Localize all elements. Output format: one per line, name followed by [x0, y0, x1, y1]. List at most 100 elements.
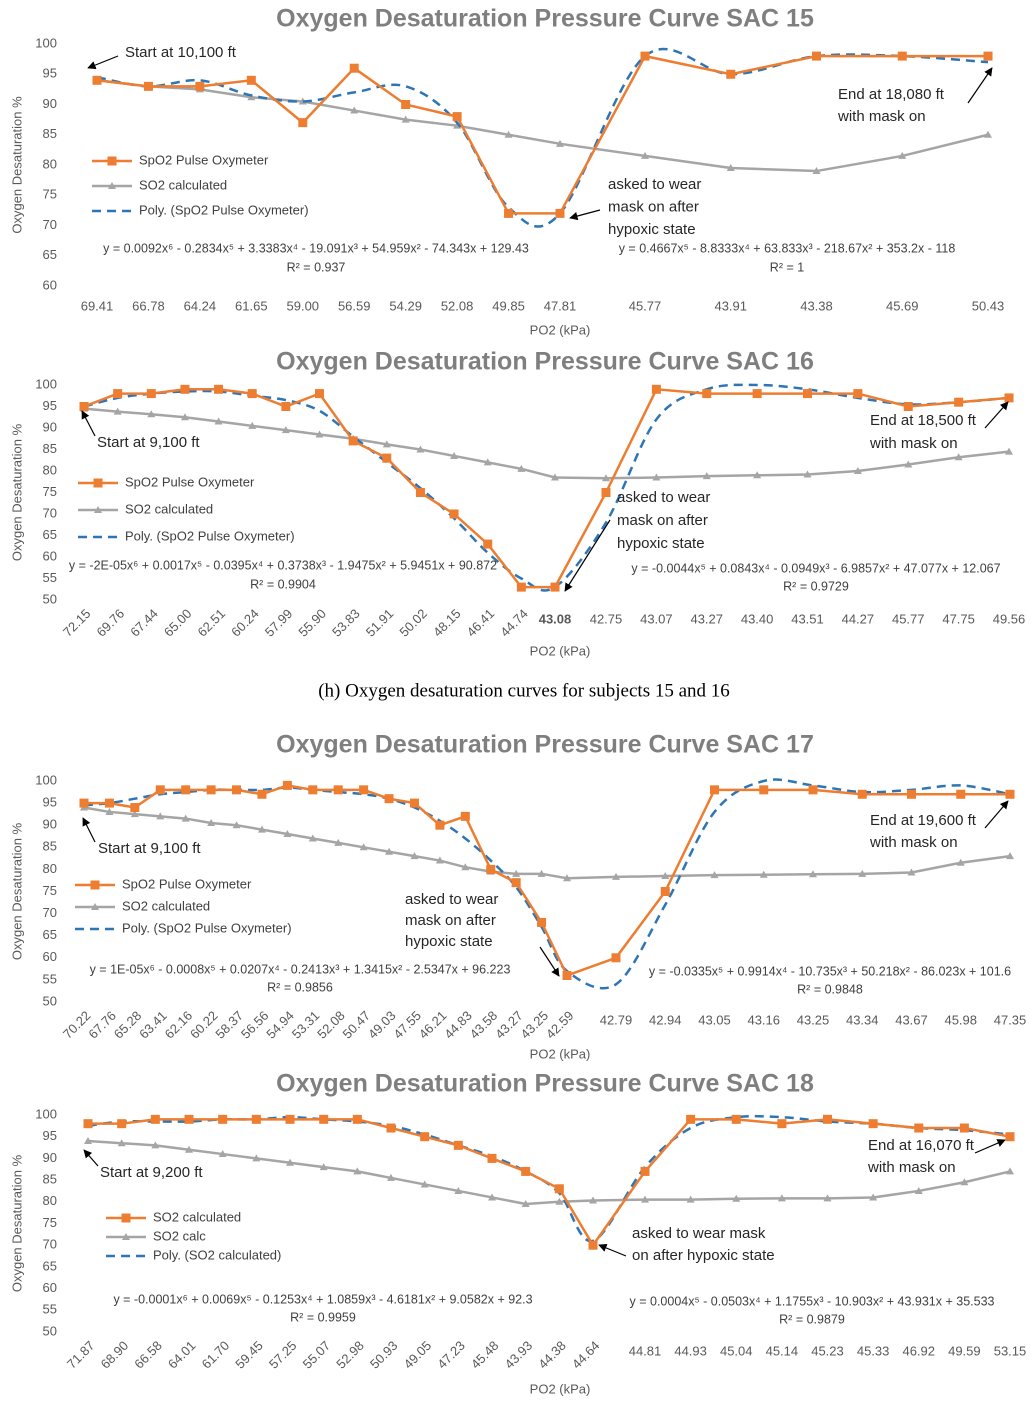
y-tick-label: 55	[43, 1302, 57, 1317]
x-tick-label: 43.08	[539, 611, 572, 626]
annotation: End at 18,500 ft	[870, 412, 977, 429]
x-tick-label: 42.59	[543, 1008, 577, 1042]
data-point	[257, 789, 267, 799]
data-point	[726, 164, 735, 172]
x-tick-label: 43.51	[791, 611, 824, 626]
x-tick-label: 55.90	[295, 606, 329, 640]
x-tick-label: 55.07	[300, 1338, 334, 1372]
data-point	[812, 51, 821, 61]
data-point	[359, 785, 369, 795]
chart-title: Oxygen Desaturation Pressure Curve SAC 1…	[276, 1070, 814, 1098]
x-tick-label: 45.69	[886, 298, 919, 313]
x-tick-label: 43.16	[747, 1012, 780, 1027]
data-point	[588, 1240, 598, 1250]
data-point	[907, 789, 916, 799]
data-point	[349, 63, 359, 73]
r-squared: R² = 0.9848	[797, 982, 863, 996]
data-point	[556, 139, 564, 147]
data-point	[984, 130, 992, 138]
x-tick-label: 43.27	[492, 1008, 526, 1042]
data-point	[181, 814, 190, 822]
data-point	[180, 384, 190, 394]
y-tick-label: 95	[43, 795, 57, 810]
data-point	[385, 847, 394, 855]
data-point	[710, 871, 719, 879]
data-point	[726, 69, 736, 79]
data-point	[903, 402, 913, 411]
data-point	[554, 1184, 564, 1194]
data-point	[823, 1194, 832, 1202]
x-tick-label: 43.34	[846, 1012, 879, 1027]
annotation: hypoxic state	[617, 535, 705, 552]
x-tick-label: 45.77	[892, 611, 925, 626]
x-tick-label: 52.08	[314, 1008, 348, 1042]
series-line	[83, 407, 1010, 480]
annotation: End at 19,600 ft	[870, 812, 977, 829]
legend-marker	[90, 880, 100, 890]
data-point	[218, 1150, 227, 1158]
data-point	[104, 798, 114, 808]
data-point	[206, 785, 216, 795]
data-point	[113, 389, 123, 399]
x-tick-label: 71.87	[64, 1338, 98, 1372]
data-point	[353, 1167, 362, 1175]
data-point	[777, 1119, 787, 1129]
y-tick-label: 100	[35, 376, 57, 391]
annotation: asked to wear	[608, 176, 701, 193]
x-tick-label: 61.70	[199, 1338, 233, 1372]
x-tick-label: 64.24	[184, 298, 217, 313]
x-tick-label: 47.23	[434, 1338, 468, 1372]
data-point	[511, 878, 521, 888]
x-tick-label: 50.47	[340, 1008, 374, 1042]
data-point	[84, 1137, 92, 1145]
data-point	[1005, 447, 1013, 455]
data-point	[282, 780, 292, 790]
trend-equation: y = 0.4667x⁵ - 8.8333x⁴ + 63.833x³ - 218…	[619, 241, 956, 255]
data-point	[319, 1114, 329, 1124]
annotation-arrow	[984, 401, 1009, 429]
x-tick-label: 67.44	[127, 606, 161, 640]
data-point	[333, 785, 343, 795]
x-tick-label: 43.25	[797, 1012, 830, 1027]
data-point	[483, 458, 492, 466]
data-point	[521, 1199, 530, 1207]
x-tick-label: 50.02	[396, 606, 430, 640]
data-point	[1004, 393, 1014, 403]
annotation-arrow	[598, 1243, 627, 1257]
legend-label: SO2 calc	[153, 1228, 206, 1243]
y-axis-label: Oxygen Desaturation %	[9, 96, 24, 234]
y-tick-label: 90	[43, 817, 57, 832]
y-tick-label: 50	[43, 591, 57, 606]
data-point	[151, 1141, 160, 1149]
annotation-arrow	[984, 800, 1009, 829]
data-point	[283, 830, 292, 838]
x-axis-label: PO2 (kPa)	[530, 1381, 591, 1396]
x-tick-label: 49.03	[365, 1008, 399, 1042]
data-point	[92, 75, 102, 85]
data-point	[207, 818, 216, 826]
data-point	[853, 467, 862, 474]
data-point	[562, 970, 572, 980]
legend-marker	[91, 903, 99, 910]
data-point	[315, 430, 324, 438]
data-point	[486, 864, 496, 874]
y-tick-label: 90	[43, 1150, 57, 1165]
data-point	[550, 582, 560, 592]
x-tick-label: 52.98	[333, 1338, 367, 1372]
data-point	[155, 785, 165, 795]
x-tick-label: 43.07	[640, 611, 673, 626]
y-axis-label: Oxygen Desaturation %	[9, 423, 24, 561]
annotation-arrow	[539, 946, 560, 977]
trend-equation: y = -2E-05x⁶ + 0.0017x⁵ - 0.0395x⁴ + 0.3…	[69, 558, 497, 572]
annotation-arrow	[87, 55, 119, 70]
y-tick-label: 100	[35, 35, 57, 50]
data-point	[914, 1186, 923, 1194]
data-point	[435, 856, 444, 864]
x-tick-label: 57.99	[262, 606, 296, 640]
data-point	[1006, 852, 1014, 860]
data-point	[563, 874, 571, 882]
data-point	[83, 1119, 93, 1129]
y-tick-label: 60	[43, 949, 57, 964]
x-tick-label: 42.94	[649, 1012, 682, 1027]
y-tick-label: 60	[43, 1280, 57, 1295]
